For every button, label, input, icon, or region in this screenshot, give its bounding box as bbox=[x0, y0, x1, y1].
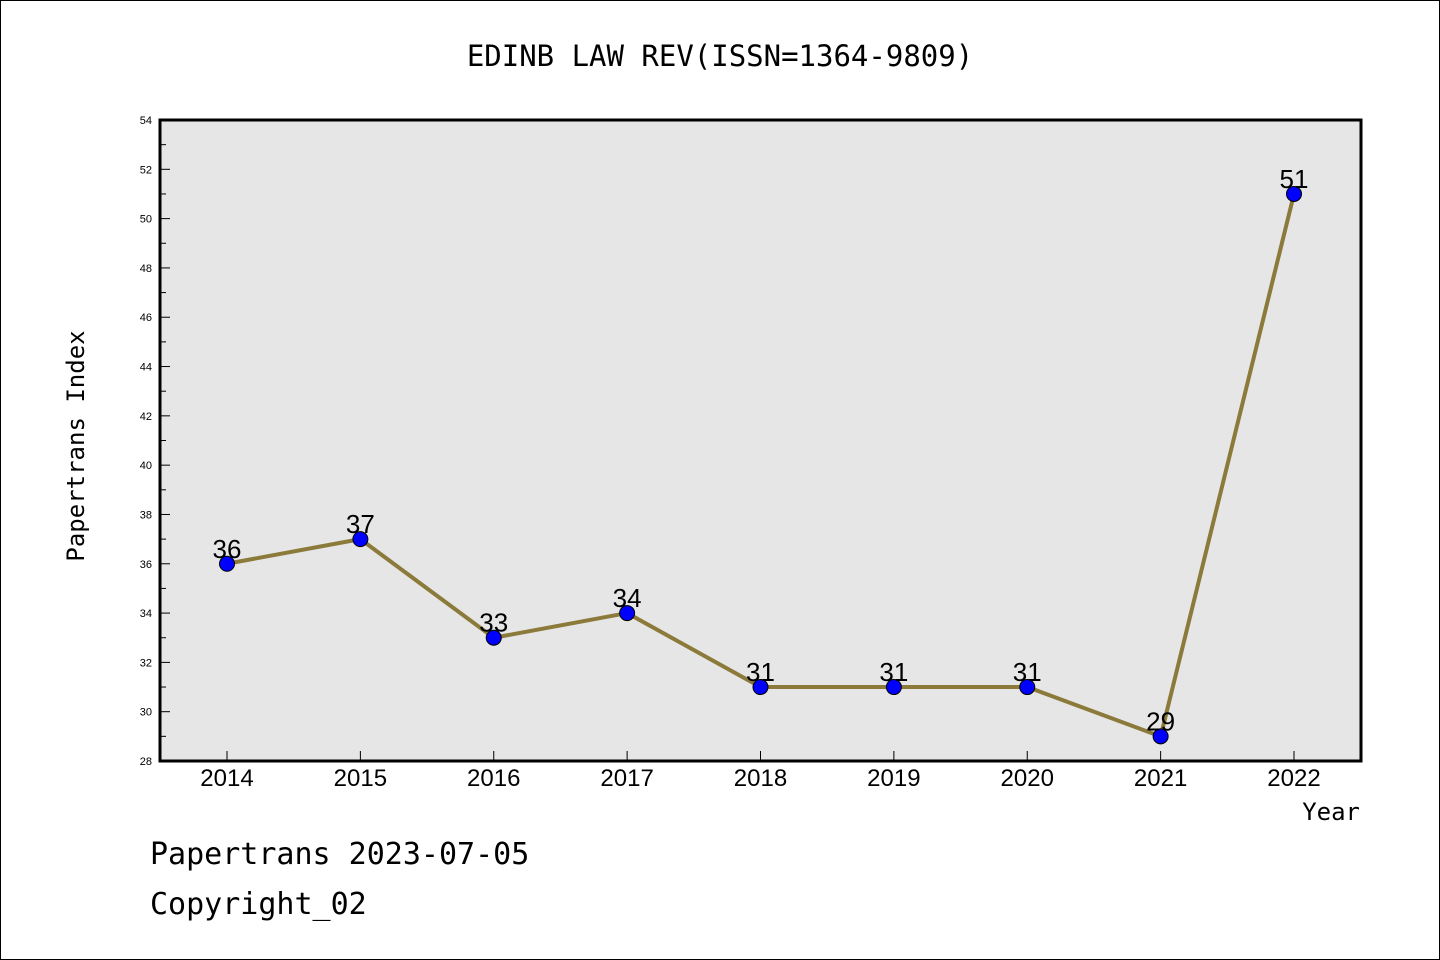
y-tick-label: 40 bbox=[140, 460, 152, 472]
x-tick-label: 2014 bbox=[200, 765, 253, 792]
y-axis: 28 30 32 34 36 38 40 42 44 46 48 50 52 54 bbox=[140, 115, 170, 768]
data-label: 31 bbox=[1013, 657, 1042, 687]
y-tick-label: 46 bbox=[140, 312, 152, 324]
data-point bbox=[485, 629, 502, 646]
data-point bbox=[619, 605, 636, 622]
y-tick-label: 54 bbox=[140, 115, 152, 127]
series-layer: 36 37 33 34 31 31 31 29 51 bbox=[213, 164, 1309, 745]
data-label: 29 bbox=[1146, 706, 1175, 736]
x-axis-label: Year bbox=[1302, 798, 1360, 826]
y-tick-label: 28 bbox=[140, 756, 152, 768]
data-label: 33 bbox=[479, 608, 508, 638]
y-tick-label: 30 bbox=[140, 707, 152, 719]
y-tick-label: 38 bbox=[140, 509, 152, 521]
x-tick-label: 2015 bbox=[334, 765, 387, 792]
footer-date: Papertrans 2023-07-05 bbox=[150, 837, 529, 872]
y-tick-label: 34 bbox=[140, 608, 152, 620]
x-tick-label: 2016 bbox=[467, 765, 520, 792]
data-label: 37 bbox=[346, 509, 375, 539]
data-point bbox=[1019, 679, 1036, 696]
y-axis-label: Papertrans Index bbox=[62, 330, 90, 561]
y-tick-label: 48 bbox=[140, 263, 152, 275]
data-label: 31 bbox=[746, 657, 775, 687]
x-tick-label: 2021 bbox=[1134, 765, 1187, 792]
data-point bbox=[1152, 728, 1169, 745]
data-label: 34 bbox=[613, 583, 642, 613]
data-point bbox=[352, 531, 369, 548]
x-tick-label: 2019 bbox=[867, 765, 920, 792]
y-tick-label: 50 bbox=[140, 214, 152, 226]
plot-area bbox=[158, 118, 1363, 763]
data-point bbox=[1286, 185, 1302, 202]
data-label: 31 bbox=[879, 657, 908, 687]
data-point bbox=[752, 679, 769, 696]
chart-title: EDINB LAW REV(ISSN=1364-9809) bbox=[467, 39, 973, 73]
y-tick-label: 52 bbox=[140, 164, 152, 176]
y-tick-label: 32 bbox=[140, 657, 152, 669]
data-point bbox=[885, 679, 902, 696]
x-tick-label: 2022 bbox=[1267, 765, 1320, 792]
x-tick-label: 2017 bbox=[600, 765, 653, 792]
data-label: 51 bbox=[1280, 164, 1309, 194]
y-tick-label: 42 bbox=[140, 411, 152, 423]
footer-copyright: Copyright_02 bbox=[150, 887, 367, 922]
y-tick-label: 36 bbox=[140, 559, 152, 571]
y-tick-label: 44 bbox=[140, 362, 152, 374]
data-point bbox=[219, 555, 235, 572]
x-axis: 2014 2015 2016 2017 2018 2019 2020 2021 2022 bbox=[200, 751, 1321, 792]
data-label: 36 bbox=[213, 534, 242, 564]
x-tick-label: 2018 bbox=[734, 765, 787, 792]
x-tick-label: 2020 bbox=[1001, 765, 1054, 792]
